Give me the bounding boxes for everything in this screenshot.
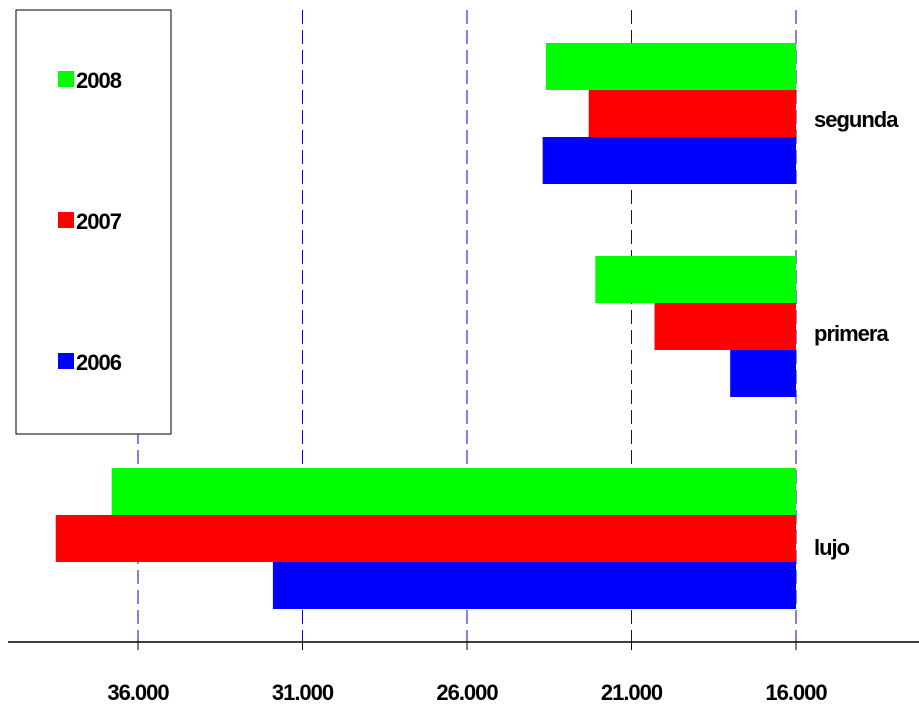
legend-label-2006: 2006 (76, 350, 122, 375)
bar-primera-2006 (730, 350, 796, 397)
tick-label-0: 36.000 (107, 680, 169, 704)
bar-segunda-2008 (545, 43, 796, 90)
category-label-primera: primera (814, 321, 889, 346)
legend: 2008 2007 2006 (15, 9, 172, 435)
bar-lujo-2007 (55, 515, 796, 562)
tick-label-3: 21.000 (601, 680, 663, 704)
tick-label-2: 26.000 (436, 680, 498, 704)
legend-label-2008: 2008 (76, 68, 122, 93)
legend-swatch-2008 (58, 71, 74, 87)
legend-swatch-2006 (58, 353, 74, 369)
legend-label-2007: 2007 (76, 209, 122, 234)
x-axis-ticks: 36.000 31.000 26.000 21.000 16.000 (107, 642, 828, 704)
category-label-segunda: segunda (814, 107, 899, 132)
bar-primera-2007 (654, 303, 796, 350)
bar-segunda-2007 (588, 90, 796, 137)
bar-segunda-2006 (542, 137, 796, 184)
bar-lujo-2008 (111, 468, 797, 515)
category-label-lujo: lujo (814, 535, 850, 560)
bar-lujo-2006 (272, 562, 796, 609)
bar-primera-2008 (595, 256, 796, 303)
legend-box (15, 9, 172, 435)
tick-label-4: 16.000 (765, 680, 827, 704)
bars (55, 43, 797, 609)
category-labels: lujo primera segunda (814, 107, 900, 560)
legend-swatch-2007 (58, 212, 74, 228)
tick-label-1: 31.000 (272, 680, 334, 704)
